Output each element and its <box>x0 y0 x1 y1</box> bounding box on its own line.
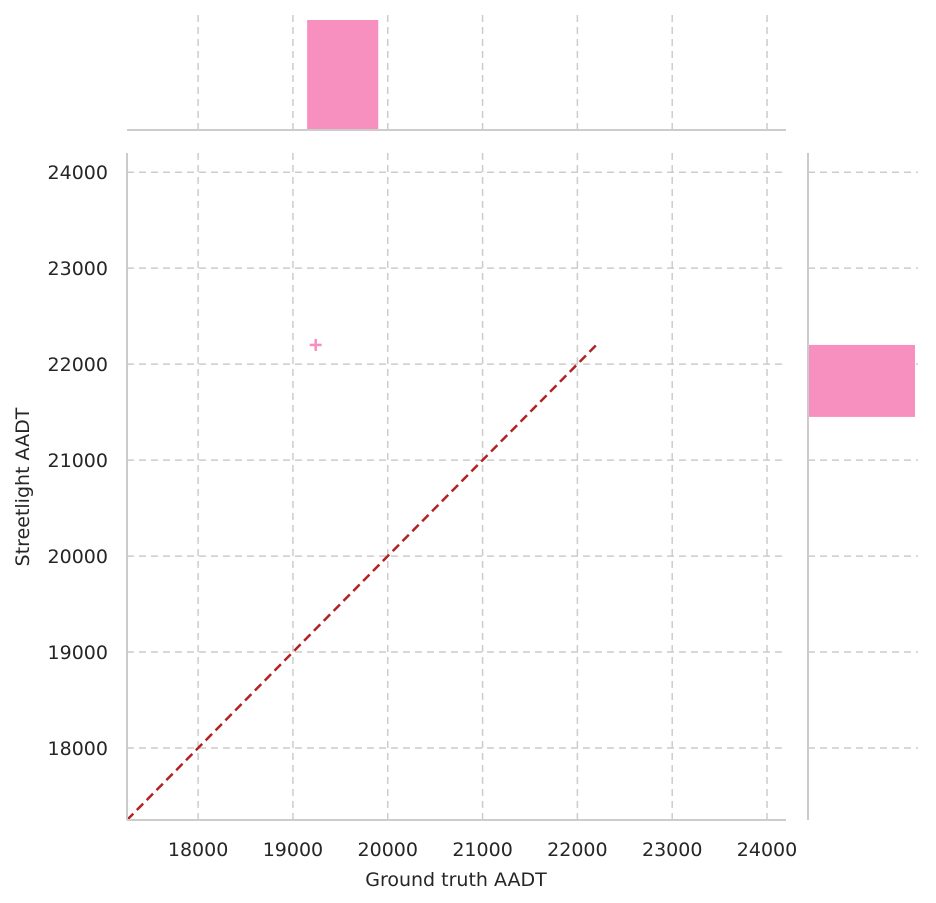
y-tick-label: 22000 <box>48 354 108 376</box>
y-tick-label: 23000 <box>48 258 108 280</box>
axis-spines <box>126 129 809 821</box>
marginal-y-histogram <box>808 344 915 417</box>
x-tick-label: 23000 <box>642 839 702 861</box>
x-tick-label: 18000 <box>168 839 228 861</box>
marginal-x-grid <box>197 15 768 130</box>
joint-grid <box>127 153 786 820</box>
x-tick-label: 24000 <box>737 839 797 861</box>
histogram-bar-y <box>808 344 915 417</box>
y-tick-label: 18000 <box>48 738 108 760</box>
y-tick-label: 20000 <box>48 546 108 568</box>
scatter-points <box>309 338 322 351</box>
y-tick-label: 24000 <box>48 162 108 184</box>
x-tick-label: 22000 <box>547 839 607 861</box>
y-tick-label: 21000 <box>48 450 108 472</box>
marginal-x-histogram <box>307 20 379 130</box>
data-point <box>309 338 322 351</box>
y-tick-label: 19000 <box>48 642 108 664</box>
x-tick-label: 19000 <box>263 839 323 861</box>
y-tick-labels: 18000 19000 20000 21000 22000 23000 24000 <box>48 162 108 760</box>
x-tick-label: 21000 <box>452 839 512 861</box>
histogram-bar-x <box>307 20 379 130</box>
x-tick-label: 20000 <box>358 839 418 861</box>
marginal-y-grid <box>808 171 918 749</box>
x-tick-labels: 18000 19000 20000 21000 22000 23000 24000 <box>168 839 797 861</box>
y-axis-label: Streetlight AADT <box>12 407 34 566</box>
x-axis-label: Ground truth AADT <box>365 869 547 891</box>
